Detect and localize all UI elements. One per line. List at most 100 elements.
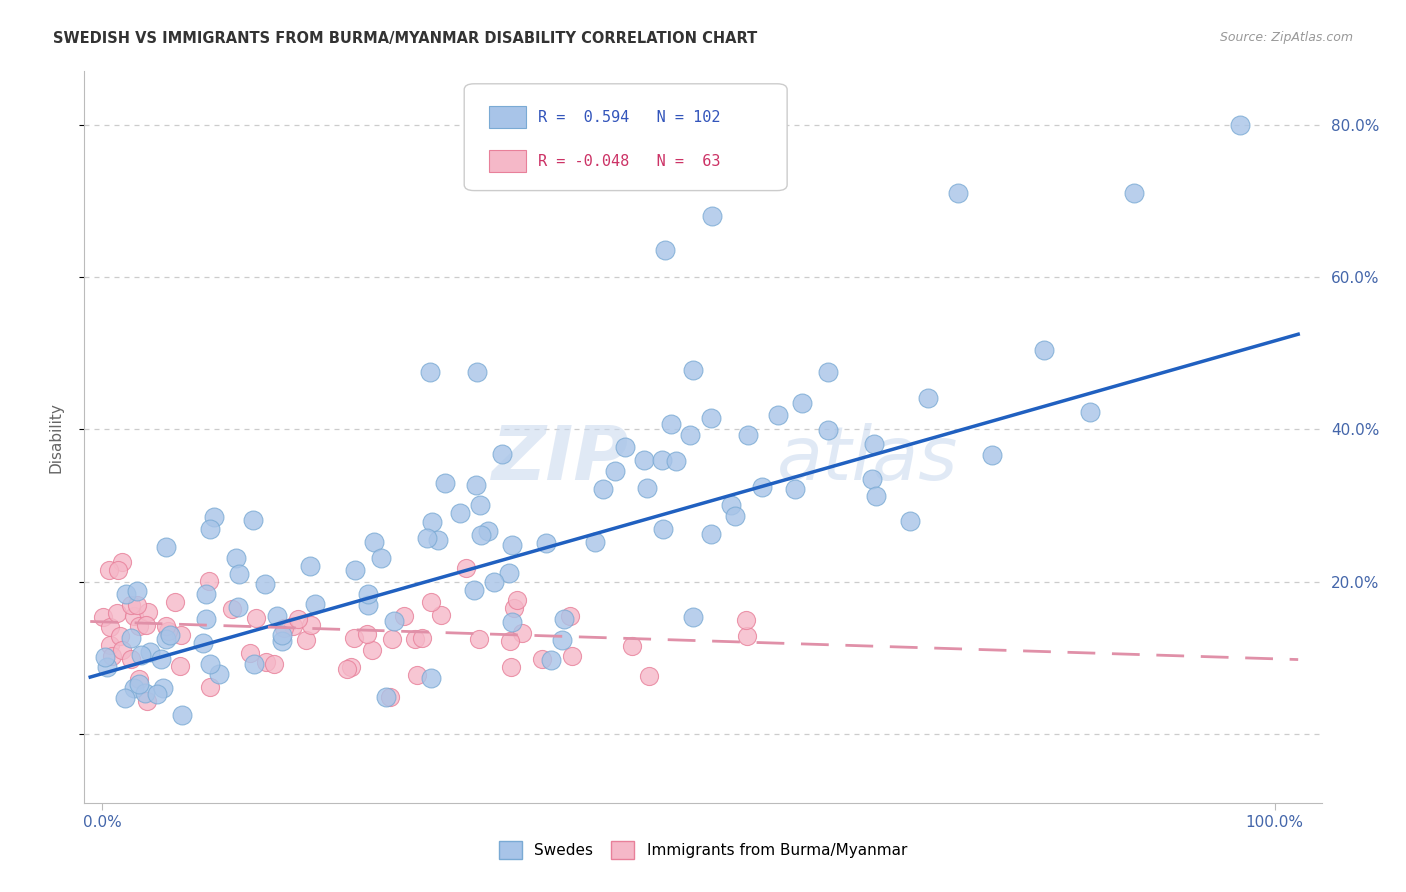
Text: R = -0.048   N =  63: R = -0.048 N = 63 (538, 153, 721, 169)
Point (463, 582, 485, 597)
Point (981, 448, 1004, 462)
Point (242, 513, 264, 527)
Point (734, 613, 756, 627)
Point (636, 482, 658, 496)
Point (499, 634, 522, 648)
Point (356, 627, 378, 641)
Point (429, 607, 451, 622)
Point (270, 628, 292, 642)
Point (456, 560, 478, 574)
Point (467, 632, 489, 646)
Legend: Swedes, Immigrants from Burma/Myanmar: Swedes, Immigrants from Burma/Myanmar (494, 835, 912, 864)
FancyBboxPatch shape (464, 84, 787, 191)
Point (122, 681, 145, 696)
Point (498, 566, 520, 581)
Point (136, 694, 159, 708)
Point (665, 454, 688, 468)
Point (699, 527, 721, 541)
Point (298, 559, 321, 574)
Point (128, 619, 150, 633)
Point (155, 632, 177, 647)
Point (422, 515, 444, 529)
Point (605, 464, 627, 478)
Point (195, 612, 218, 626)
Point (155, 541, 177, 555)
Point (221, 602, 243, 616)
Point (551, 632, 574, 647)
Point (510, 626, 533, 640)
Text: ZIP: ZIP (492, 423, 628, 496)
Point (239, 646, 262, 660)
Point (295, 633, 318, 648)
Point (129, 648, 152, 662)
Point (614, 440, 637, 454)
Point (682, 363, 704, 377)
Point (724, 508, 747, 523)
Point (340, 660, 363, 674)
Point (98, 619, 121, 633)
Point (228, 567, 250, 582)
Point (470, 498, 492, 512)
Point (120, 652, 142, 666)
Point (751, 480, 773, 494)
Point (499, 660, 522, 674)
Point (198, 680, 221, 694)
Point (200, 522, 222, 536)
Point (433, 475, 456, 490)
Point (946, 186, 969, 201)
Point (553, 613, 575, 627)
Point (134, 686, 156, 700)
Point (790, 396, 813, 410)
Point (405, 668, 427, 682)
Point (659, 417, 682, 431)
Point (900, 514, 922, 528)
Point (94, 650, 117, 665)
Point (817, 365, 839, 379)
Point (592, 482, 614, 496)
Point (505, 593, 527, 607)
Point (534, 536, 557, 550)
Point (165, 595, 187, 609)
Point (860, 472, 883, 486)
Point (122, 608, 145, 623)
Point (114, 690, 136, 705)
Point (273, 621, 295, 635)
Point (287, 612, 309, 626)
Point (120, 631, 142, 645)
Text: Source: ZipAtlas.com: Source: ZipAtlas.com (1219, 31, 1353, 45)
Point (382, 614, 405, 628)
Point (491, 447, 513, 461)
Point (651, 453, 673, 467)
Point (101, 649, 124, 664)
Point (484, 575, 506, 590)
Point (91, 610, 114, 624)
Point (720, 498, 742, 512)
Point (128, 676, 150, 690)
Point (343, 631, 366, 645)
Point (783, 482, 806, 496)
Point (343, 563, 366, 577)
Point (530, 652, 553, 666)
Point (193, 636, 215, 650)
Point (266, 608, 288, 623)
Point (503, 601, 526, 615)
Point (263, 657, 285, 671)
Point (863, 436, 886, 450)
Point (169, 658, 191, 673)
Point (585, 535, 607, 549)
Point (96, 660, 118, 674)
Point (652, 522, 675, 536)
Point (152, 681, 174, 695)
Point (159, 628, 181, 642)
Point (558, 609, 581, 624)
Point (735, 629, 758, 643)
Point (682, 610, 704, 624)
Point (766, 409, 789, 423)
Point (638, 668, 661, 682)
Point (228, 600, 250, 615)
Point (357, 587, 380, 601)
Point (679, 428, 702, 442)
Point (245, 611, 267, 625)
Point (501, 615, 523, 629)
Point (98, 563, 121, 577)
